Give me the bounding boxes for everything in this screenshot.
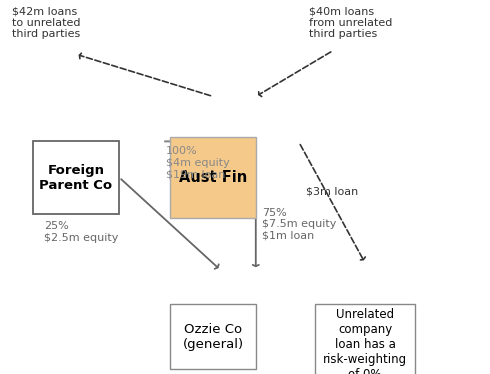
FancyBboxPatch shape xyxy=(315,304,415,374)
Text: 75%
$7.5m equity
$1m loan: 75% $7.5m equity $1m loan xyxy=(262,208,337,241)
Text: 25%
$2.5m equity: 25% $2.5m equity xyxy=(44,221,119,243)
FancyBboxPatch shape xyxy=(171,137,256,218)
Text: Aust Fin: Aust Fin xyxy=(179,170,247,185)
Text: Ozzie Co
(general): Ozzie Co (general) xyxy=(183,323,244,350)
Text: $42m loans
to unrelated
third parties: $42m loans to unrelated third parties xyxy=(12,6,81,39)
Text: $40m loans
from unrelated
third parties: $40m loans from unrelated third parties xyxy=(309,6,392,39)
Text: $3m loan: $3m loan xyxy=(306,186,359,196)
Text: Foreign
Parent Co: Foreign Parent Co xyxy=(39,164,113,191)
Text: Unrelated
company
loan has a
risk-weighting
of 0%: Unrelated company loan has a risk-weight… xyxy=(323,307,407,374)
Text: 100%
$4m equity
$19m loan: 100% $4m equity $19m loan xyxy=(166,146,229,179)
FancyBboxPatch shape xyxy=(171,304,256,370)
FancyBboxPatch shape xyxy=(33,141,119,214)
